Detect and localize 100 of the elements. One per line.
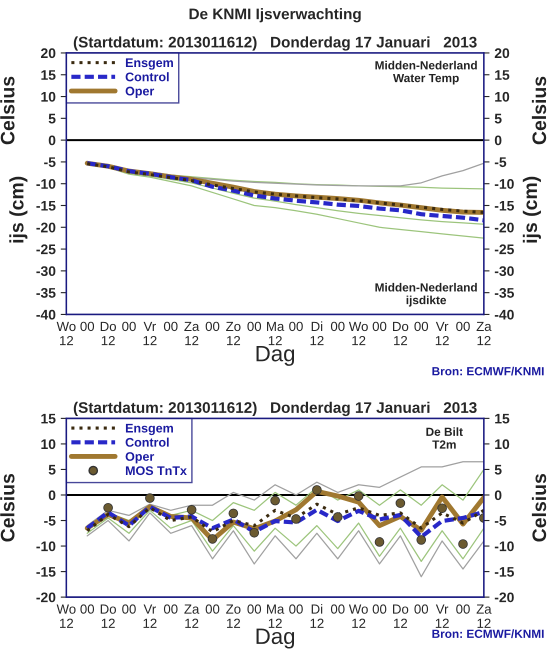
y2-tick-label: -20 xyxy=(494,222,514,232)
x-tick-label: Wo 12 xyxy=(56,322,76,346)
x-tick-label: 00 xyxy=(206,322,220,332)
y2-tick-label: -25 xyxy=(494,244,514,254)
x-tick-label: 00 xyxy=(122,604,136,614)
y-tick-label: -40 xyxy=(36,310,56,320)
x-tick-label: 00 xyxy=(456,322,470,332)
y2-tick-label: -5 xyxy=(494,157,506,168)
x-tick-label: 00 xyxy=(289,322,303,332)
x-tick-label: Ma 12 xyxy=(267,322,284,346)
y-tick-label: -25 xyxy=(36,244,56,254)
y-axis-title: Celsius xyxy=(0,474,14,542)
y-tick-label: -15 xyxy=(36,567,56,577)
x-tick-label: 00 xyxy=(164,322,178,332)
text: Bron: ECMWF/KNMI xyxy=(432,629,544,638)
x-tick-label: Za 12 xyxy=(476,322,492,346)
x-tick-label: 00 xyxy=(247,604,262,614)
text: ijs (cm) xyxy=(522,176,541,243)
x-tick-label: 00 xyxy=(372,322,386,332)
x-tick-label: Zo 12 xyxy=(226,604,241,628)
y2-tick-label: -15 xyxy=(494,567,514,577)
x-tick-label: 00 xyxy=(247,322,262,332)
legend-label: Ensgem xyxy=(126,424,173,436)
text: ijs (cm) xyxy=(9,176,28,243)
y-tick-label: -5 xyxy=(44,157,56,168)
y-tick-label: -30 xyxy=(36,266,56,276)
y-tick-label: 5 xyxy=(48,464,56,475)
y2-tick-label: 10 xyxy=(495,92,510,102)
x-tick-label: 00 xyxy=(122,322,136,332)
y-tick-label: -20 xyxy=(36,222,56,232)
y2-axis-title: Celsius xyxy=(532,76,546,144)
y2-tick-label: -15 xyxy=(494,200,514,211)
annotation: Midden-Nederland Water Temp xyxy=(375,60,477,85)
y-axis-title: Celsius xyxy=(0,76,14,144)
x-tick-label: Vr 12 xyxy=(144,604,157,628)
x-tick-label: Vr 12 xyxy=(436,322,449,346)
x-tick-label: 00 xyxy=(414,604,428,614)
y2-tick-label: -35 xyxy=(494,288,514,298)
y2-tick-label: 5 xyxy=(494,114,502,124)
y2-tick-label: 10 xyxy=(495,439,510,450)
x-tick-label: 00 xyxy=(372,604,386,614)
legend-label: Oper xyxy=(126,452,154,464)
x-tick-label: 00 xyxy=(289,604,303,614)
x-tick-label: Wo 12 xyxy=(348,322,368,346)
x-tick-label: 00 xyxy=(456,604,470,614)
legend-label: Ensgem xyxy=(126,58,173,70)
x-tick-label: Za 12 xyxy=(184,604,200,628)
x-tick-label: Ma 12 xyxy=(267,604,284,628)
x-tick-label: Do 12 xyxy=(100,604,116,628)
y-tick-label: 0 xyxy=(48,135,56,146)
x-tick-label: Do 12 xyxy=(100,322,116,346)
y2-tick-label: 15 xyxy=(495,70,510,80)
legend-label: MOS TnTx xyxy=(126,466,187,476)
y2-tick-label: 15 xyxy=(495,414,510,424)
y2-axis-title: Celsius xyxy=(532,474,546,542)
x-tick-label: Vr 12 xyxy=(436,604,449,628)
annotation: Midden-Nederland ijsdikte xyxy=(375,282,477,307)
y-tick-label: 10 xyxy=(41,439,56,450)
x-tick-label: Wo 12 xyxy=(56,604,76,628)
x-tick-label: Za 12 xyxy=(476,604,492,628)
x-tick-label: 00 xyxy=(414,322,428,332)
x-axis-title: Dag xyxy=(256,346,294,366)
y2-tick-label: 20 xyxy=(494,48,510,58)
x-tick-label: 00 xyxy=(330,604,345,614)
text: Bron: ECMWF/KNMI xyxy=(432,366,544,376)
legend-label: Control xyxy=(126,72,169,82)
chart-subtitle: (Startdatum: 2013011612) Donderdag 17 Januari 2013 xyxy=(74,36,477,51)
y2-tick-label: 0 xyxy=(494,490,502,500)
y2-tick-label: -10 xyxy=(494,179,514,189)
x-tick-label: 00 xyxy=(164,604,178,614)
y-tick-label: -10 xyxy=(36,179,56,189)
y2-tick-label: -30 xyxy=(494,266,514,276)
x-tick-label: 00 xyxy=(206,604,220,614)
x-tick-label: 00 xyxy=(80,322,94,332)
y2-tick-label: -40 xyxy=(494,310,514,320)
x-tick-label: Vr 12 xyxy=(144,322,157,346)
x-tick-label: Do 12 xyxy=(393,322,408,346)
y-tick-label: 15 xyxy=(41,414,56,424)
y-tick-label: -35 xyxy=(36,288,56,298)
y-tick-label: 10 xyxy=(41,92,56,102)
x-tick-label: Za 12 xyxy=(184,322,200,346)
x-axis-title: Dag xyxy=(256,628,294,649)
y2-tick-label: 5 xyxy=(494,464,502,475)
y-tick-label: -15 xyxy=(36,200,56,211)
y-tick-label: -5 xyxy=(44,516,56,526)
chart-title: (Startdatum: 2013011612) Donderdag 17 Januari 2013 xyxy=(74,402,477,416)
x-tick-label: Di 12 xyxy=(310,604,324,628)
y-tick-label: 0 xyxy=(48,490,56,500)
x-tick-label: Di 12 xyxy=(310,321,324,346)
y-tick-label: 15 xyxy=(41,70,56,80)
x-tick-label: 00 xyxy=(80,604,94,614)
x-tick-label: 00 xyxy=(330,322,345,332)
y2-tick-label: -10 xyxy=(494,541,514,552)
y-tick-label: 20 xyxy=(40,48,56,58)
annotation: De Bilt T2m xyxy=(426,427,463,449)
y2-tick-label: -5 xyxy=(494,516,506,526)
y-tick-label: -20 xyxy=(36,592,56,602)
y2-tick-label: 0 xyxy=(494,135,502,146)
y2-tick-label: -20 xyxy=(494,592,514,602)
y-tick-label: -10 xyxy=(36,541,56,552)
